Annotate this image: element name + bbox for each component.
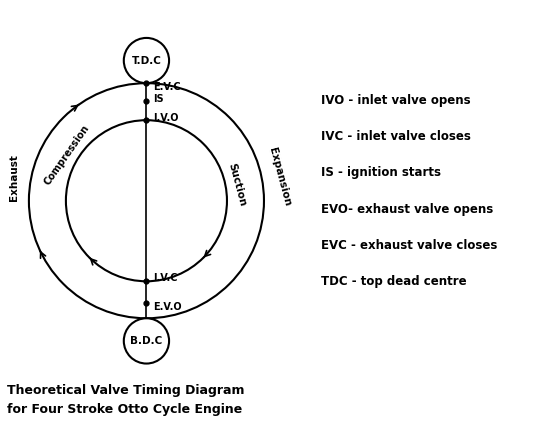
Text: E.V.C: E.V.C (153, 82, 181, 92)
Text: EVO- exhaust valve opens: EVO- exhaust valve opens (320, 202, 493, 215)
Text: I.V.C: I.V.C (153, 273, 177, 283)
Text: Expansion: Expansion (267, 147, 292, 208)
Circle shape (124, 38, 169, 83)
Text: IS: IS (153, 94, 164, 104)
Text: Theoretical Valve Timing Diagram
for Four Stroke Otto Cycle Engine: Theoretical Valve Timing Diagram for Fou… (7, 384, 245, 416)
Text: IVC - inlet valve closes: IVC - inlet valve closes (320, 130, 471, 143)
Text: B.D.C: B.D.C (131, 336, 163, 346)
Text: Compression: Compression (43, 123, 92, 187)
Text: IS - ignition starts: IS - ignition starts (320, 166, 441, 179)
Circle shape (124, 318, 169, 364)
Text: I.V.O: I.V.O (153, 113, 178, 123)
Text: Suction: Suction (226, 162, 247, 207)
Text: TDC - top dead centre: TDC - top dead centre (320, 275, 466, 288)
Text: E.V.O: E.V.O (153, 302, 182, 312)
Text: T.D.C: T.D.C (132, 56, 162, 65)
Text: EVC - exhaust valve closes: EVC - exhaust valve closes (320, 239, 497, 251)
Text: IVO - inlet valve opens: IVO - inlet valve opens (320, 94, 470, 107)
Text: Exhaust: Exhaust (9, 154, 18, 201)
